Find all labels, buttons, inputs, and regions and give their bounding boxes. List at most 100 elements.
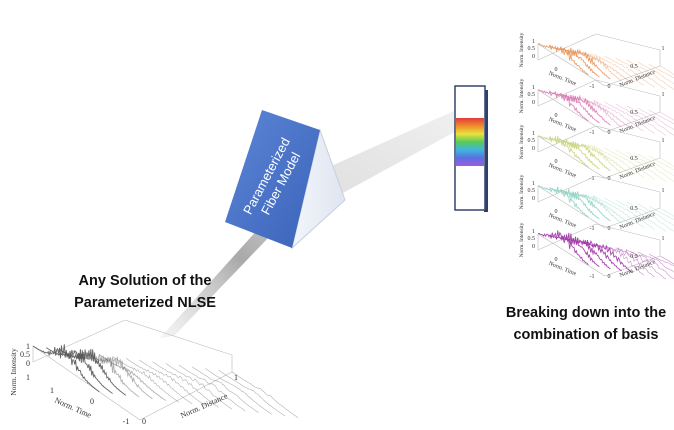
- axis-frame-line: [537, 79, 597, 107]
- waterfall-trace: [99, 354, 166, 401]
- basis-3-ztick: 1: [662, 138, 665, 144]
- main-ylabel: Norm. Intensity: [9, 348, 18, 396]
- basis-4-ylabel: Norm. Intensity: [519, 174, 525, 209]
- basis-5-ytick: 0.5: [528, 236, 536, 242]
- waterfall-trace: [178, 364, 246, 412]
- basis-3-ytick: 0: [532, 146, 535, 152]
- waterfall-trace: [615, 149, 667, 182]
- axis-frame-line: [537, 135, 606, 179]
- basis-3-ytick: 0.5: [528, 138, 536, 144]
- waterfall-trace: [615, 247, 667, 280]
- waterfall-trace: [231, 371, 299, 419]
- main-xtick: 0: [90, 397, 94, 406]
- waterfall-trace: [593, 243, 644, 276]
- waterfall-trace: [648, 205, 674, 221]
- waterfall-trace: [59, 348, 127, 396]
- waterfall-trace: [549, 187, 600, 220]
- waterfall-trace: [549, 91, 600, 124]
- waterfall-trace: [548, 232, 600, 268]
- waterfall-trace: [604, 197, 655, 230]
- basis-1-xtick: 0: [555, 67, 558, 73]
- basis-1-xtick: -1: [590, 84, 595, 90]
- basis-3-xtick: -1: [590, 176, 595, 182]
- basis-3-xlabel: Norm. Time: [548, 163, 578, 180]
- basis-4-ytick: 0: [532, 196, 535, 202]
- basis-3-ytick: 1: [532, 131, 535, 137]
- waterfall-trace: [85, 352, 153, 400]
- basis-5-ztick: 1: [662, 236, 665, 242]
- basis-2-ytick: 1: [532, 85, 535, 91]
- basis-5-ytick: 1: [532, 229, 535, 235]
- axis-frame-line: [537, 125, 597, 153]
- basis-5-ytick: 0: [532, 244, 535, 250]
- main-ytick: 0.5: [20, 350, 30, 359]
- basis-4-ztick: 0.5: [630, 206, 638, 212]
- basis-5-ztick: 0: [608, 274, 611, 280]
- main-ytick: 1: [26, 342, 30, 351]
- axis-frame-line: [139, 371, 233, 421]
- waterfall-trace: [637, 107, 674, 131]
- waterfall-trace: [648, 155, 674, 171]
- waterfall-trace: [604, 245, 655, 278]
- waterfall-trace: [626, 249, 674, 280]
- waterfall-trace: [637, 203, 674, 226]
- basis-1-ytick: 0: [532, 54, 535, 60]
- waterfall-trace: [659, 207, 674, 217]
- axis-frame-line: [537, 233, 606, 277]
- waterfall-trace: [604, 55, 655, 88]
- waterfall-trace: [571, 49, 622, 82]
- waterfall-trace: [593, 145, 644, 178]
- axis-frame-line: [537, 89, 606, 133]
- waterfall-trace: [626, 105, 674, 136]
- main-ztick: 1: [234, 373, 238, 382]
- basis-4-xlabel: Norm. Time: [548, 213, 578, 230]
- waterfall-trace: [659, 111, 674, 121]
- waterfall-trace: [593, 195, 644, 228]
- basis-2-ztick: 0.5: [630, 110, 638, 116]
- axis-frame-line: [595, 33, 661, 51]
- waterfall-trace: [582, 241, 633, 274]
- waterfall-trace: [659, 157, 674, 167]
- axis-frame-line: [124, 319, 233, 356]
- main-xtick: -1: [123, 417, 130, 426]
- waterfall-trace: [549, 137, 600, 170]
- waterfall-trace: [125, 357, 193, 405]
- waterfall-trace: [582, 51, 633, 84]
- waterfall-trace: [560, 236, 611, 270]
- waterfall-trace: [537, 230, 589, 266]
- waterfall-trace: [626, 59, 674, 90]
- waterfall-trace: [571, 239, 622, 272]
- basis-2-xtick: 0: [555, 113, 558, 119]
- axis-frame-line: [604, 207, 661, 229]
- axis-frame-line: [604, 65, 661, 87]
- waterfall-trace: [46, 347, 113, 394]
- basis-3-ylabel: Norm. Intensity: [519, 124, 525, 159]
- basis-5-ztick: 0.5: [630, 254, 638, 260]
- waterfall-trace: [637, 153, 674, 176]
- basis-4-ytick: 0.5: [528, 188, 536, 194]
- waterfall-trace: [637, 61, 674, 84]
- waterfall-trace: [615, 199, 667, 232]
- waterfall-trace: [648, 63, 674, 78]
- waterfall-trace: [604, 147, 655, 180]
- basis-4-ztick: 0: [608, 226, 611, 232]
- axis-frame-line: [595, 175, 661, 193]
- waterfall-trace: [112, 356, 180, 403]
- waterfall-trace: [218, 370, 286, 417]
- basis-1-ylabel: Norm. Intensity: [519, 32, 525, 67]
- axis-frame-line: [595, 79, 661, 97]
- waterfall-trace: [593, 99, 644, 132]
- right-caption-line2: combination of basis: [513, 327, 659, 343]
- basis-3-xtick: 0: [555, 159, 558, 165]
- axis-frame-line: [537, 43, 606, 87]
- basis-3-ztick: 0.5: [630, 156, 638, 162]
- basis-1-xlabel: Norm. Time: [548, 71, 578, 88]
- waterfall-trace: [571, 141, 622, 174]
- waterfall-trace: [72, 350, 140, 398]
- waterfall-trace: [138, 359, 206, 406]
- main-xtick: 1: [50, 386, 54, 395]
